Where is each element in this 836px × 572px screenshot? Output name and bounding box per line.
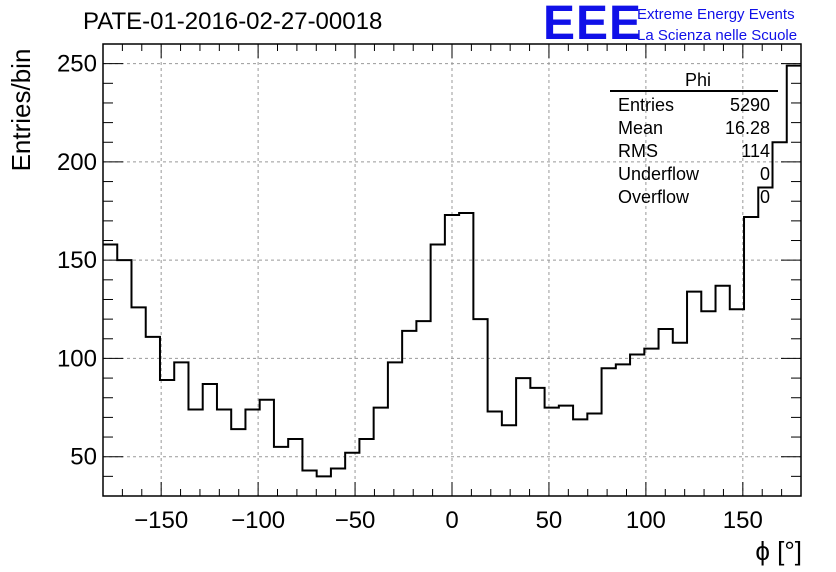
stats-title: Phi <box>684 70 711 90</box>
x-tick-label: 100 <box>626 507 666 534</box>
y-axis-label: Entries/bin <box>6 49 36 172</box>
stats-row-rms: RMS 114 <box>610 140 778 163</box>
histogram-bin <box>473 319 487 496</box>
stats-value: 0 <box>759 187 770 207</box>
histogram-bin <box>203 384 217 496</box>
histogram-bin <box>716 286 730 496</box>
histogram-bin <box>730 309 744 496</box>
histogram-bin <box>431 244 445 496</box>
stats-label: Mean <box>618 118 664 138</box>
histogram-bars <box>103 64 801 496</box>
histogram-bin <box>131 307 145 496</box>
histogram-bin <box>188 410 202 496</box>
histogram-bin <box>317 476 331 496</box>
histogram-bin <box>616 364 630 496</box>
histogram-bin <box>459 213 473 496</box>
histogram-bin <box>559 406 573 496</box>
y-tick-label: 50 <box>70 444 97 471</box>
stats-value: 16.28 <box>724 118 770 138</box>
histogram-bin <box>573 419 587 496</box>
stats-label: Entries <box>618 95 675 115</box>
histogram-bin <box>231 429 245 496</box>
histogram-bin <box>274 447 288 496</box>
chart-title: PATE-01-2016-02-27-00018 <box>83 8 383 35</box>
y-tick-label: 100 <box>57 345 97 372</box>
stats-row-entries: Entries 5290 <box>610 94 778 117</box>
histogram-bin <box>331 468 345 496</box>
histogram-bin <box>744 217 758 496</box>
stats-row-underflow: Underflow 0 <box>610 163 778 186</box>
stats-row-mean: Mean 16.28 <box>610 117 778 140</box>
histogram-bin <box>530 388 544 496</box>
stats-value: 114 <box>741 141 770 161</box>
stats-value: 0 <box>759 164 770 184</box>
histogram-bin <box>445 215 459 496</box>
tick-labels: −150 −100 −50 0 50 100 150 50 100 150 200 250 <box>57 51 763 534</box>
histogram-bin <box>758 187 772 496</box>
histogram-bin <box>117 260 131 496</box>
histogram-bin <box>416 321 430 496</box>
stats-box: Phi Entries 5290 Mean 16.28 RMS 114 Unde… <box>610 70 778 209</box>
y-tick-label: 250 <box>57 51 97 78</box>
stats-label: Overflow <box>618 187 690 207</box>
histogram-bin <box>502 425 516 496</box>
histogram-bin <box>488 411 502 496</box>
histogram-bin <box>673 343 687 496</box>
histogram-bin <box>345 453 359 496</box>
histogram-bin <box>402 331 416 496</box>
x-axis-label: ϕ [°] <box>755 536 802 566</box>
histogram-bin <box>160 380 174 496</box>
histogram-bin <box>701 311 715 496</box>
histogram-bin <box>687 292 701 496</box>
logo-caption: Extreme Energy Events La Scienza nelle S… <box>637 4 797 46</box>
x-tick-label: −50 <box>335 507 376 534</box>
grid-lines <box>103 44 801 496</box>
stats-divider <box>610 90 778 92</box>
stats-label: Underflow <box>618 164 700 184</box>
histogram-bin <box>659 329 673 496</box>
histogram-bin <box>174 362 188 496</box>
histogram-bin <box>545 408 559 496</box>
histogram-bin <box>288 439 302 496</box>
eee-logo: EEE <box>543 0 643 50</box>
histogram-bin <box>103 244 117 496</box>
stats-label: RMS <box>618 141 658 161</box>
histogram-bin <box>245 410 259 496</box>
histogram-bin <box>146 337 160 496</box>
histogram-bin <box>587 413 601 496</box>
histogram-bin <box>374 408 388 496</box>
histogram-bin <box>302 470 316 496</box>
y-tick-label: 150 <box>57 247 97 274</box>
histogram-bin <box>516 378 530 496</box>
stats-value: 5290 <box>729 95 770 115</box>
histogram-step-line <box>103 64 801 478</box>
x-tick-label: −150 <box>134 507 188 534</box>
histogram-bin <box>217 410 231 496</box>
y-tick-label: 200 <box>57 149 97 176</box>
histogram-bin <box>787 66 801 496</box>
histogram-bin <box>359 439 373 496</box>
axis-ticks <box>102 43 802 497</box>
x-tick-label: 50 <box>536 507 563 534</box>
logo-caption-line1: Extreme Energy Events <box>637 6 795 23</box>
histogram-bin <box>644 349 658 496</box>
histogram-bin <box>260 400 274 496</box>
x-tick-label: 0 <box>445 507 458 534</box>
x-tick-label: −100 <box>231 507 285 534</box>
histogram-bin <box>388 362 402 496</box>
histogram-bin <box>602 368 616 496</box>
x-tick-label: 150 <box>723 507 763 534</box>
logo-caption-line2: La Scienza nelle Scuole <box>637 27 798 44</box>
histogram-bin <box>630 355 644 496</box>
stats-row-overflow: Overflow 0 <box>610 186 778 209</box>
